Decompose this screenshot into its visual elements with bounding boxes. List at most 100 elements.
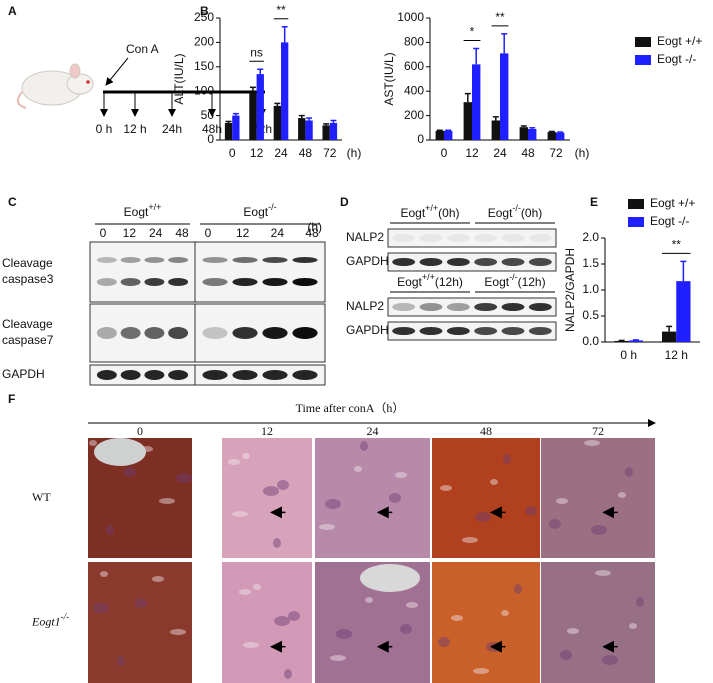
blot-band [262,370,288,380]
micrograph [541,438,655,558]
blot-group-label: Eogt+/+(12h) [397,272,463,289]
bar [444,130,453,140]
bar [528,129,537,140]
legend-label: Eogt -/- [657,52,696,66]
tissue-spot [560,650,572,660]
bar [281,42,289,140]
bar [556,132,565,140]
bar [500,53,509,140]
tissue-spot [273,538,281,548]
blot-group-label-sup: +/+ [422,272,435,282]
column-label: 24 [367,424,379,438]
blot-group-label-sup: -/- [509,272,518,282]
x-tick-label: 12 [250,146,264,160]
lane-label: 0 [205,226,212,240]
bar [676,281,691,342]
row-label: Cleavage [2,317,53,331]
blot-band [96,370,117,380]
bar [322,125,330,140]
blot-band [446,327,470,335]
y-tick-label: 150 [194,59,214,73]
lane-label: 48 [305,226,319,240]
blot-band [262,327,288,339]
column-label: 12 [261,424,273,438]
y-tick-label: 2.0 [582,230,599,244]
blot-band [419,303,443,311]
blot-band [168,278,189,286]
tissue-spot [591,525,607,535]
column-label: 72 [592,424,604,438]
blot-band [392,327,416,335]
blot-band [292,257,318,263]
tissue-spot [135,598,147,608]
blot-group-label-base: Eogt [397,275,422,289]
blot-band [292,327,318,339]
blot-band [202,257,228,263]
blot-band [120,278,141,286]
tissue-spot [440,485,452,491]
panel-label: B [200,4,209,18]
y-tick-label: 0.5 [582,308,599,322]
tissue-spot [288,611,300,621]
tissue-spot [243,642,259,648]
tissue-spot [242,453,250,459]
blot-group-label: Eogt-/-(12h) [484,272,545,289]
blot-band [202,370,228,380]
vessel [360,564,420,592]
blot-group-label-sup: -/- [512,203,521,213]
tissue-spot [451,615,463,621]
blot-band [144,278,165,286]
unit-label: (h) [307,220,322,234]
y-tick-label: 0 [417,132,424,146]
micrograph [222,562,312,683]
bar [273,105,281,140]
row-label: NALP2 [346,299,384,313]
blot-band [262,257,288,263]
micrograph [432,438,540,558]
tissue-spot [462,537,478,543]
tissue-spot [618,492,626,498]
tissue-spot [525,506,537,516]
tissue-spot [365,597,373,603]
blot-group-label-base: Eogt [243,205,268,219]
bar [435,130,444,140]
legend-swatch [628,217,644,227]
bar [628,340,643,342]
blot-band [474,234,498,242]
blot-group-label-tail: (0h) [521,206,542,220]
blot-band [232,278,258,286]
y-tick-label: 0.0 [582,334,599,348]
tissue-spot [319,524,335,530]
blot-band [144,327,165,339]
blot-group-label: Eogt-/-(0h) [488,203,543,220]
legend-swatch [635,55,651,65]
row-label: Cleavage [2,256,53,270]
x-tick-label: 24 [493,146,507,160]
tissue-spot [284,669,292,679]
row-label: WT [32,490,51,504]
blot-band [419,234,443,242]
x-unit: (h) [575,146,590,160]
blot-band [232,370,258,380]
x-tick-label: 0 h [620,348,637,362]
blot-band [232,327,258,339]
panel-label: F [8,392,15,406]
bar [298,118,306,140]
panel-label: C [8,195,17,209]
axis-title: Time after conA（h） [296,401,405,415]
blot-group-label: Eogt-/- [243,202,276,219]
tissue-spot [549,519,561,529]
blot-group-label-base: Eogt [400,206,425,220]
blot-band [168,327,189,339]
blot-band [528,327,552,335]
tissue-spot [89,440,97,446]
bar [472,64,481,140]
time-label: 12 h [123,122,146,136]
blot-group-label-base: Eogt [484,275,509,289]
tissue-spot [228,459,240,465]
tissue-spot [490,479,498,485]
y-tick-label: 1.5 [582,256,599,270]
blot-frame [194,364,326,386]
y-axis-title: AST(IU/L) [382,52,396,105]
blot-band [292,370,318,380]
